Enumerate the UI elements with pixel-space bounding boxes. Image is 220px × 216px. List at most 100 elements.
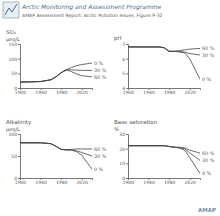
y-tick-mark	[18, 44, 20, 45]
series-line	[20, 143, 92, 150]
x-tick-label: 2020	[76, 180, 88, 185]
x-tick-label: 1980	[164, 180, 176, 185]
x-tick: 1940	[35, 88, 47, 95]
y-tick-mark	[126, 44, 128, 45]
y-tick-label: 4	[122, 86, 125, 91]
x-tick-label: 1940	[143, 180, 155, 185]
x-tick-label: 1980	[164, 90, 176, 95]
y-tick: 100	[8, 57, 20, 62]
x-tick-label: 2020	[76, 90, 88, 95]
x-axis: 1900194019802020	[123, 88, 201, 95]
y-tick-label: 0	[122, 176, 125, 181]
y-tick-mark	[126, 134, 128, 135]
series-label: 60 %	[94, 75, 107, 80]
x-tick-label: 1940	[35, 90, 47, 95]
chart-title: SO₄	[6, 29, 17, 35]
series-line	[20, 143, 92, 156]
y-tick-mark	[126, 59, 128, 60]
y-tick-mark	[126, 149, 128, 150]
x-tick: 2020	[184, 178, 196, 185]
footer-logo: AMAP	[198, 207, 216, 213]
figure: Arctic Monitoring and Assessment Program…	[0, 0, 220, 216]
x-tick: 1940	[143, 88, 155, 95]
series-label: 0 %	[202, 77, 212, 82]
y-tick-mark	[126, 88, 128, 89]
y-tick: 4	[122, 86, 128, 91]
y-tick: 0	[14, 86, 20, 91]
x-tick: 1940	[35, 178, 47, 185]
y-axis: 0 50 100	[8, 132, 20, 181]
y-tick-label: 7	[122, 42, 125, 47]
series-labels: 0 % 30 % 60 %	[94, 61, 107, 80]
y-tick-mark	[18, 59, 20, 60]
series-label: 0 %	[94, 167, 104, 172]
y-tick-label: 5	[122, 71, 125, 76]
x-tick: 1980	[164, 178, 176, 185]
x-tick: 1980	[164, 88, 176, 95]
logo-frame	[3, 2, 19, 18]
y-tick-label: 0	[14, 176, 17, 181]
series-line	[20, 70, 92, 82]
y-tick-label: 50	[11, 71, 17, 76]
y-tick: 20	[119, 147, 128, 152]
y-tick: 6	[122, 57, 128, 62]
series-line	[20, 70, 92, 82]
y-tick-mark	[18, 88, 20, 89]
x-tick-label: 1980	[56, 90, 68, 95]
series-label: 0 %	[202, 171, 212, 176]
y-tick: 100	[8, 132, 20, 137]
y-axis: 0102030	[119, 132, 128, 181]
series-labels: 0 %30 %60 %	[202, 46, 215, 82]
header-organization: Arctic Monitoring and Assessment Program…	[21, 3, 162, 11]
chart: Alkalinityµeq/L19001940198020200501000 %…	[6, 119, 107, 185]
y-tick-label: 100	[8, 132, 17, 137]
y-tick-label: 6	[122, 57, 125, 62]
series-label: 30 %	[94, 68, 107, 73]
plot-area	[128, 47, 200, 79]
y-tick-mark	[18, 156, 20, 157]
y-tick: 50	[11, 71, 20, 76]
logo-mark	[5, 4, 17, 15]
series-line	[128, 146, 200, 153]
series-labels: 0 %30 %60 %	[202, 151, 215, 177]
x-axis: 1900194019802020	[15, 178, 93, 185]
series-line	[20, 143, 92, 169]
y-axis-line	[126, 45, 129, 89]
y-tick-mark	[18, 73, 20, 74]
series-label: 60 %	[94, 147, 107, 152]
y-tick: 10	[119, 161, 128, 166]
y-tick: 150	[8, 42, 20, 47]
y-tick: 0	[14, 176, 20, 181]
series-label: 0 %	[94, 61, 104, 66]
plot-area	[128, 146, 200, 174]
chart-title: Alkalinity	[6, 119, 32, 126]
x-tick: 2020	[76, 88, 88, 95]
x-tick: 2020	[184, 88, 196, 95]
chart: pH190019401980202045670 %30 %60 %	[114, 35, 215, 95]
y-tick-label: 10	[119, 161, 125, 166]
series-label: 60 %	[202, 151, 215, 156]
y-tick-label: 0	[14, 86, 17, 91]
x-tick: 1940	[143, 178, 155, 185]
header-caption: AMAP Assessment Report: Arctic Pollution…	[22, 13, 163, 18]
x-tick: 1980	[56, 88, 68, 95]
x-axis: 1900194019802020	[123, 178, 201, 185]
x-tick: 2020	[76, 178, 88, 185]
y-tick-mark	[18, 134, 20, 135]
series-line	[128, 47, 200, 55]
series-line	[128, 47, 200, 51]
y-tick-label: 100	[8, 57, 17, 62]
y-axis: 0 50 100 150	[8, 42, 20, 91]
series-label: 30 %	[202, 53, 215, 58]
chart: Base saturation%190019401980202001020300…	[114, 119, 215, 185]
x-tick: 1980	[56, 178, 68, 185]
plot-area	[20, 143, 92, 169]
y-axis: 4 5 6 7	[122, 42, 128, 91]
y-tick-mark	[126, 178, 128, 179]
y-tick-label: 50	[11, 154, 17, 159]
chart-title: Base saturation	[114, 119, 158, 125]
series-label: 30 %	[94, 154, 107, 159]
x-tick-label: 1940	[143, 90, 155, 95]
y-tick-mark	[126, 163, 128, 164]
logo	[3, 2, 19, 18]
